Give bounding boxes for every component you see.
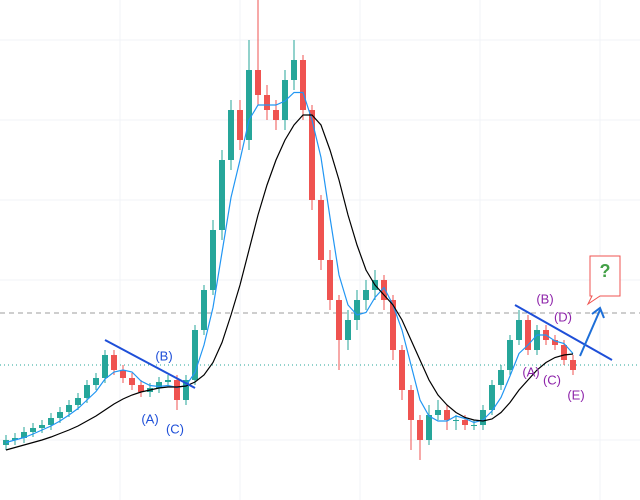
candle-body [192, 330, 198, 380]
candle-body [201, 290, 207, 330]
wave-label: (D) [554, 309, 572, 324]
candle-body [93, 378, 99, 385]
candle-body [129, 378, 135, 385]
candle-body [480, 410, 486, 425]
candle-body [507, 340, 513, 370]
candle-body [291, 60, 297, 80]
candle-body [417, 420, 423, 440]
candle-body [345, 320, 351, 340]
wave-label: (C) [543, 372, 561, 387]
candle-body [525, 320, 531, 350]
candle-body [561, 345, 567, 360]
candle-body [273, 110, 279, 120]
annotations: ? (A) (B) (C) (A) (B) (C) (D) (E) [104, 255, 621, 436]
candle-body [390, 300, 396, 350]
moving-average [5, 114, 574, 451]
candle-body [435, 410, 441, 415]
candle-body [57, 412, 63, 418]
candle-body [426, 415, 432, 440]
candle-body [210, 230, 216, 290]
candle-body [381, 280, 387, 300]
candle-body [354, 300, 360, 320]
candle-body [570, 360, 576, 370]
candle-body [318, 200, 324, 260]
candle-body [399, 350, 405, 390]
candle-body [516, 320, 522, 340]
candle-body [102, 355, 108, 378]
wave-label: (A) [522, 364, 539, 379]
candle-body [183, 380, 189, 400]
candle-body [75, 398, 81, 405]
candle-body [165, 380, 171, 382]
candle-body [453, 420, 459, 421]
candle-body [156, 382, 162, 388]
candle-body [219, 160, 225, 230]
candle-body [534, 330, 540, 350]
wave-label: (A) [141, 411, 158, 426]
candle-body [363, 290, 369, 300]
candle-body [21, 432, 27, 438]
candle-body [471, 425, 477, 426]
candle-body [246, 70, 252, 140]
candle-body [327, 260, 333, 300]
candle-body [84, 385, 90, 398]
wave-label: (B) [536, 291, 553, 306]
candle-body [336, 300, 342, 340]
wave-label: (C) [166, 421, 184, 436]
callout [586, 255, 621, 306]
question: ? [600, 261, 611, 281]
candle-body [552, 340, 558, 345]
candle-body [300, 60, 306, 110]
wave-label: (B) [155, 348, 172, 363]
candle-body [12, 438, 18, 440]
candle-body [264, 95, 270, 110]
moving-average [5, 91, 574, 444]
candle-body [489, 385, 495, 410]
candle-body [120, 370, 126, 378]
candle-body [30, 428, 36, 432]
trend-line [514, 304, 613, 361]
candle-body [111, 355, 117, 370]
candle-body [228, 110, 234, 160]
candle-body [39, 425, 45, 428]
plot [0, 0, 640, 460]
candle-body [66, 405, 72, 412]
candle-body [408, 390, 414, 420]
candle-body [48, 418, 54, 425]
candle-body [282, 80, 288, 120]
candle-body [309, 110, 315, 200]
arrow [579, 306, 605, 357]
candle-body [498, 370, 504, 385]
candle-body [237, 110, 243, 140]
trend-line [104, 339, 196, 389]
candle-body [138, 385, 144, 392]
candle-body [255, 70, 261, 95]
candle-body [444, 410, 450, 420]
candle-body [462, 420, 468, 425]
candle-body [174, 380, 180, 400]
wave-label: (E) [567, 387, 584, 402]
